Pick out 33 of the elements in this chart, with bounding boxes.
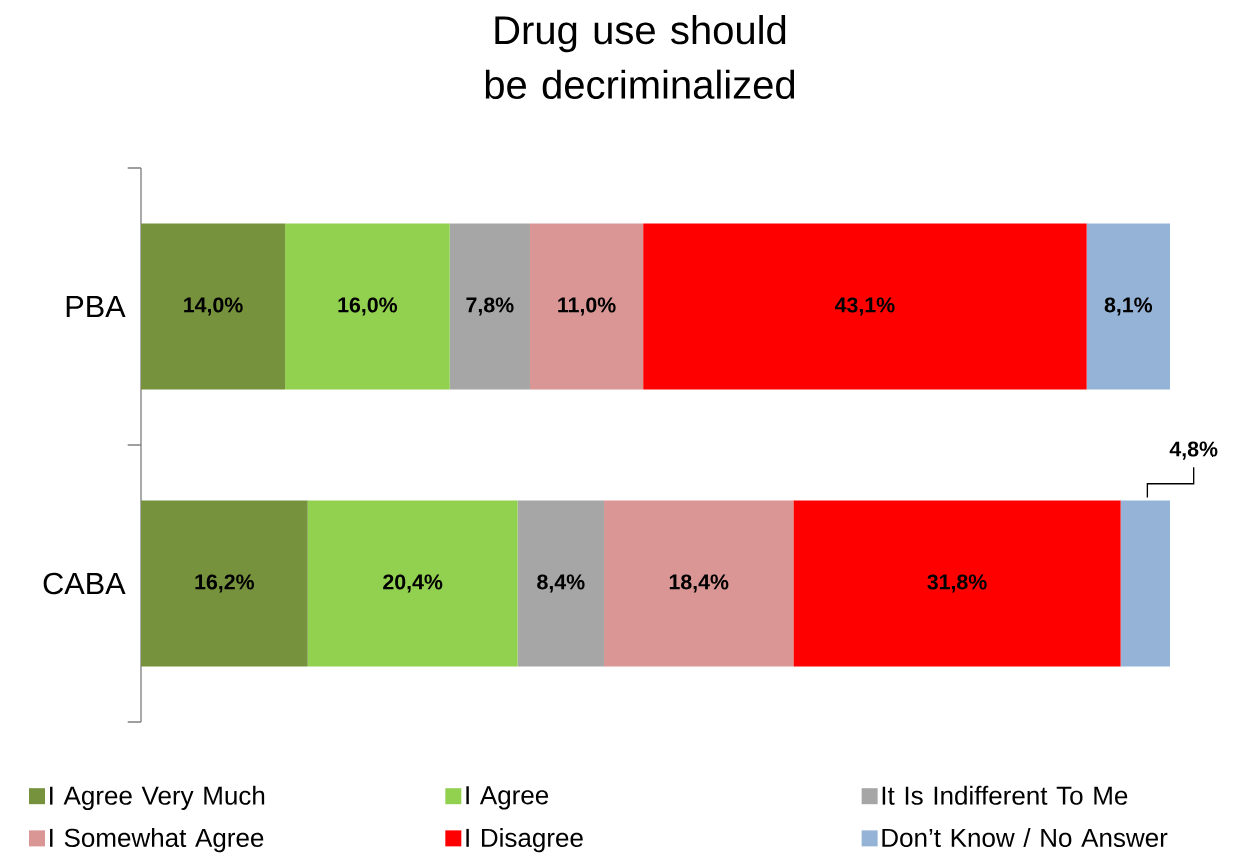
data-label: 14,0% xyxy=(184,297,243,316)
data-label: 7,8% xyxy=(466,297,514,316)
y-tick-label: PBA xyxy=(66,295,126,318)
data-label: 31,8% xyxy=(927,574,987,593)
bar xyxy=(529,223,644,390)
bar xyxy=(141,223,286,390)
data-label: 8,1% xyxy=(1104,297,1153,316)
chart-title: Drug use should be decriminalized xyxy=(485,14,795,100)
data-label: 43,1% xyxy=(834,297,895,316)
legend-label: I Agree xyxy=(466,786,549,810)
legend-label: It Is Indifferent To Me xyxy=(882,785,1128,805)
bar xyxy=(1120,500,1171,667)
bar xyxy=(643,223,1087,390)
bar xyxy=(141,500,308,667)
data-label: 8,4% xyxy=(537,574,585,593)
bar xyxy=(517,500,605,667)
legend-label: I Somewhat Agree xyxy=(50,827,264,853)
bar xyxy=(1086,223,1171,390)
bar xyxy=(604,500,794,667)
data-label: 20,4% xyxy=(383,574,443,593)
bar xyxy=(307,500,518,667)
data-label: 16,0% xyxy=(338,297,398,316)
legend-label: I Agree Very Much xyxy=(50,785,265,811)
data-label: 18,4% xyxy=(669,574,729,593)
bar xyxy=(285,223,450,390)
bar xyxy=(793,500,1121,667)
bar xyxy=(449,223,530,390)
data-label: 11,0% xyxy=(558,297,616,316)
y-tick-label: CABA xyxy=(43,572,126,595)
legend-label: I Disagree xyxy=(466,827,583,853)
data-label: 16,2% xyxy=(195,574,255,593)
legend-label: Don’t Know / No Answer xyxy=(882,827,1168,848)
data-label: 4,8% xyxy=(1169,441,1218,460)
